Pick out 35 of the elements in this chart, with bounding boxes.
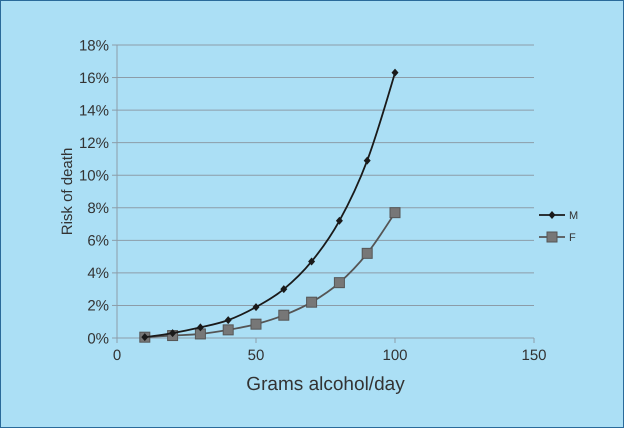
point bbox=[336, 216, 343, 225]
point bbox=[390, 207, 400, 218]
y-tick-label: 4% bbox=[87, 265, 109, 282]
x-tick-label: 0 bbox=[112, 347, 122, 364]
legend-label: F bbox=[569, 232, 576, 244]
legend-label: M bbox=[569, 210, 578, 222]
point bbox=[362, 248, 373, 259]
y-axis-title: Risk of death bbox=[59, 148, 76, 236]
x-tick-label: 100 bbox=[382, 347, 408, 364]
y-tick-label: 18% bbox=[78, 37, 109, 54]
y-tick-label: 8% bbox=[87, 200, 109, 218]
point bbox=[224, 316, 232, 324]
y-tick-label: 2% bbox=[87, 298, 109, 315]
y-tick-label: 16% bbox=[78, 70, 109, 87]
point bbox=[196, 323, 204, 332]
point bbox=[278, 310, 290, 321]
y-tick-label: 0% bbox=[87, 330, 109, 348]
y-tick-label: 14% bbox=[78, 102, 109, 120]
x-axis-title: Grams alcohol/day bbox=[246, 374, 406, 395]
point bbox=[280, 285, 288, 294]
point bbox=[306, 296, 318, 308]
y-tick-label: 10% bbox=[78, 167, 109, 184]
point bbox=[334, 277, 345, 288]
y-tick-label: 6% bbox=[87, 232, 109, 250]
y-tick-label: 12% bbox=[78, 134, 109, 152]
point bbox=[194, 328, 206, 340]
point bbox=[364, 156, 371, 165]
point bbox=[250, 318, 262, 330]
x-tick-label: 150 bbox=[521, 347, 547, 364]
point bbox=[222, 324, 234, 336]
point bbox=[392, 68, 398, 77]
point bbox=[169, 329, 176, 338]
point bbox=[252, 303, 260, 312]
x-tick-label: 50 bbox=[248, 347, 264, 364]
point bbox=[308, 257, 316, 266]
